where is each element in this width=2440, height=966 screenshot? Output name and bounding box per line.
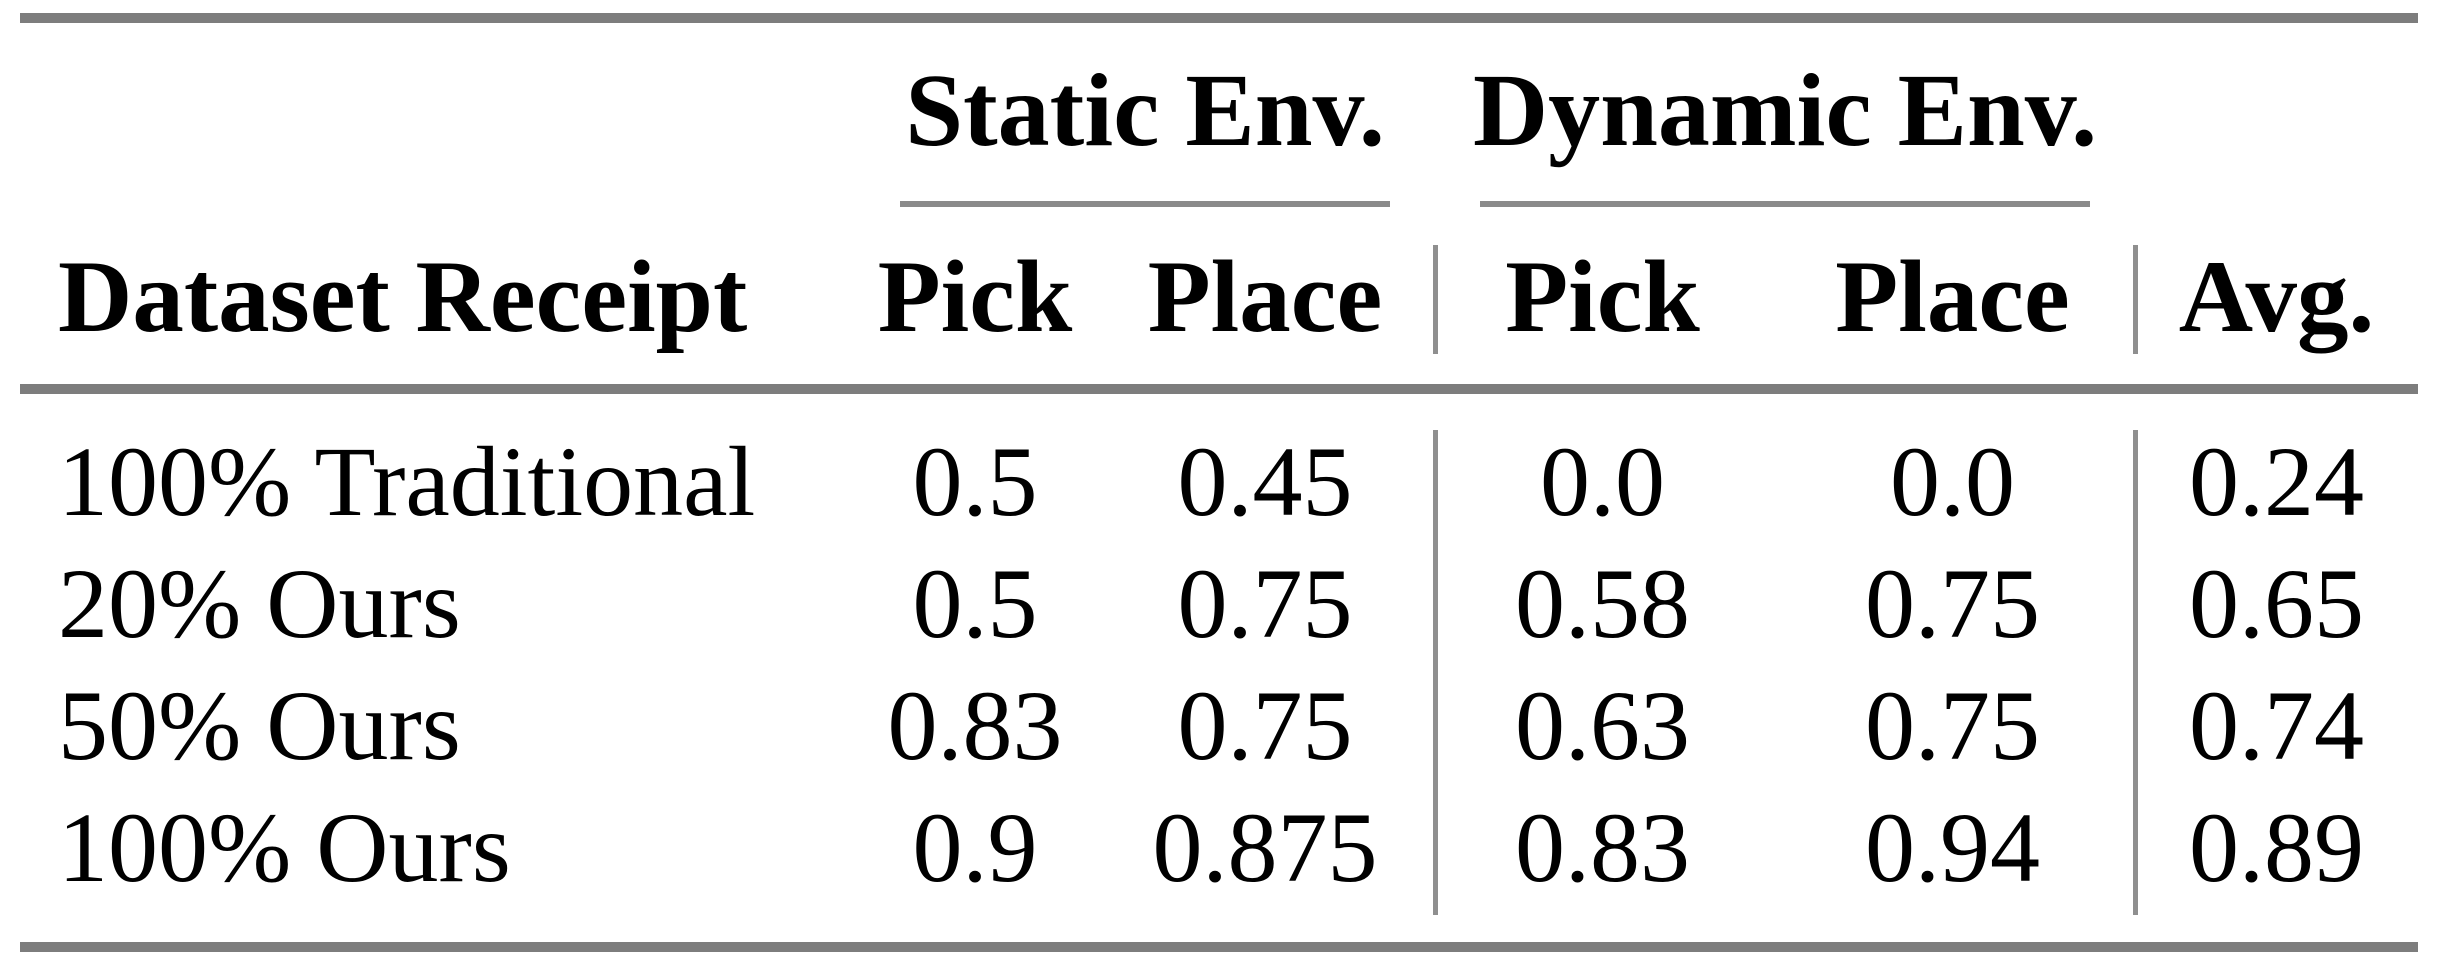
cell-dynamic-place: 0.75 (1865, 669, 2041, 781)
col-header-static-pick: Pick (855, 210, 1095, 394)
span-header-static-env: Static Env. (905, 53, 1385, 168)
col-header-avg: Avg. (2133, 210, 2419, 394)
cell-dynamic-pick: 0.83 (1433, 786, 1770, 947)
row-label: 50% Ours (58, 669, 461, 781)
col-header-dynamic-place: Place (1770, 210, 2136, 394)
col-header-dynamic-pick: Pick (1433, 210, 1771, 394)
row-label: 20% Ours (58, 547, 461, 659)
cell-static-pick: 0.5 (912, 425, 1038, 537)
column-header-row: Dataset Receipt Pick Place Pick Place Av… (20, 210, 2419, 394)
cell-dynamic-pick: 0.0 (1433, 389, 1770, 542)
table-row-100pct-ours: 100% Ours 0.9 0.875 0.83 0.94 0.89 (20, 786, 2418, 947)
cell-dynamic-pick: 0.63 (1433, 664, 1770, 786)
cell-dynamic-place: 0.94 (1865, 791, 2041, 903)
cell-avg: 0.74 (2133, 664, 2418, 786)
cell-dynamic-pick: 0.58 (1433, 542, 1770, 664)
cell-static-pick: 0.5 (912, 547, 1038, 659)
cmidrule-static (900, 201, 1391, 207)
cell-static-place: 0.75 (1177, 547, 1353, 659)
cell-static-pick: 0.83 (887, 669, 1063, 781)
cell-static-place: 0.75 (1177, 669, 1353, 781)
cell-avg: 0.65 (2133, 542, 2418, 664)
table-row-50pct-ours: 50% Ours 0.83 0.75 0.63 0.75 0.74 (20, 664, 2418, 786)
row-label: 100% Ours (58, 791, 511, 903)
cell-static-place: 0.45 (1177, 425, 1353, 537)
cell-dynamic-place: 0.0 (1890, 425, 2016, 537)
cell-static-pick: 0.9 (912, 791, 1038, 903)
span-header-spacer (20, 18, 855, 198)
col-header-static-place: Place (1095, 210, 1436, 394)
row-label: 100% Traditional (58, 425, 756, 537)
table-row-20pct-ours: 20% Ours 0.5 0.75 0.58 0.75 0.65 (20, 542, 2418, 664)
table-row-100pct-traditional: 100% Traditional 0.5 0.45 0.0 0.0 0.24 (20, 389, 2418, 542)
cmidrule-row (20, 198, 2418, 210)
span-header-row: Static Env. Dynamic Env. (20, 18, 2418, 198)
cmidrule-dynamic (1480, 201, 2091, 207)
results-table: Static Env. Dynamic Env. Dataset Receipt… (20, 13, 2419, 952)
cell-avg: 0.24 (2133, 389, 2418, 542)
span-header-spacer (2135, 18, 2418, 198)
col-header-dataset-receipt: Dataset Receipt (20, 210, 855, 394)
span-header-dynamic-env: Dynamic Env. (1472, 53, 2098, 168)
cell-dynamic-place: 0.75 (1865, 547, 2041, 659)
cell-static-place: 0.875 (1152, 791, 1378, 903)
cell-avg: 0.89 (2133, 786, 2418, 947)
